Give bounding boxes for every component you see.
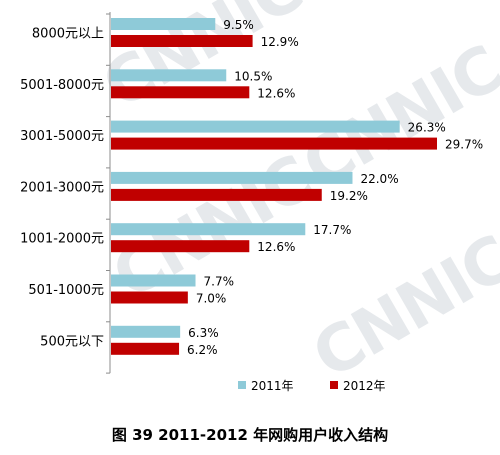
category-label: 1001-2000元 — [20, 232, 104, 247]
chart-labels: 8000元以上 9.5% 12.9% 5001-8000元 10.5% 12.6% 3001… — [20, 18, 483, 357]
data-label: 26.3% — [408, 121, 446, 135]
category-label: 3001-5000元 — [20, 129, 104, 144]
bar-2011 — [111, 223, 306, 236]
data-label: 19.2% — [330, 189, 368, 203]
chart-bars — [111, 18, 437, 355]
category-label: 501-1000元 — [28, 283, 104, 298]
category-label: 5001-8000元 — [20, 78, 104, 93]
legend-swatch — [238, 381, 246, 389]
figure-caption: 图 39 2011-2012 年网购用户收入结构 — [112, 426, 388, 444]
bar-2012 — [111, 86, 250, 99]
watermark-text: CNNIC — [301, 222, 500, 394]
bar-2011 — [111, 120, 400, 133]
data-label: 12.6% — [257, 240, 295, 254]
legend-swatch — [330, 381, 338, 389]
bar-2011 — [111, 18, 216, 30]
data-label: 29.7% — [445, 138, 483, 152]
category-label: 500元以下 — [40, 334, 104, 349]
bar-2012 — [111, 240, 250, 253]
data-label: 9.5% — [223, 18, 254, 32]
data-label: 12.9% — [261, 35, 299, 49]
legend-label: 2011年 — [251, 379, 294, 393]
category-label: 8000元以上 — [32, 27, 104, 42]
chart-legend: 2011年 2012年 — [238, 379, 386, 393]
bar-2011 — [111, 69, 227, 82]
data-label: 10.5% — [234, 69, 272, 83]
data-label: 6.3% — [188, 326, 219, 340]
data-label: 12.6% — [257, 86, 295, 100]
chart-axis — [106, 12, 111, 374]
legend-label: 2012年 — [343, 379, 386, 393]
data-label: 7.0% — [196, 292, 227, 306]
data-label: 7.7% — [204, 275, 235, 289]
bar-2011 — [111, 325, 181, 338]
bar-2012 — [111, 35, 253, 47]
data-label: 17.7% — [313, 223, 351, 237]
bar-2012 — [111, 342, 180, 355]
bar-2011 — [111, 274, 196, 287]
data-label: 22.0% — [360, 172, 398, 186]
data-label: 6.2% — [187, 343, 218, 357]
bar-2012 — [111, 137, 437, 150]
bar-2011 — [111, 171, 353, 184]
bar-2012 — [111, 188, 322, 201]
bar-2012 — [111, 291, 188, 304]
category-label: 2001-3000元 — [20, 180, 104, 195]
